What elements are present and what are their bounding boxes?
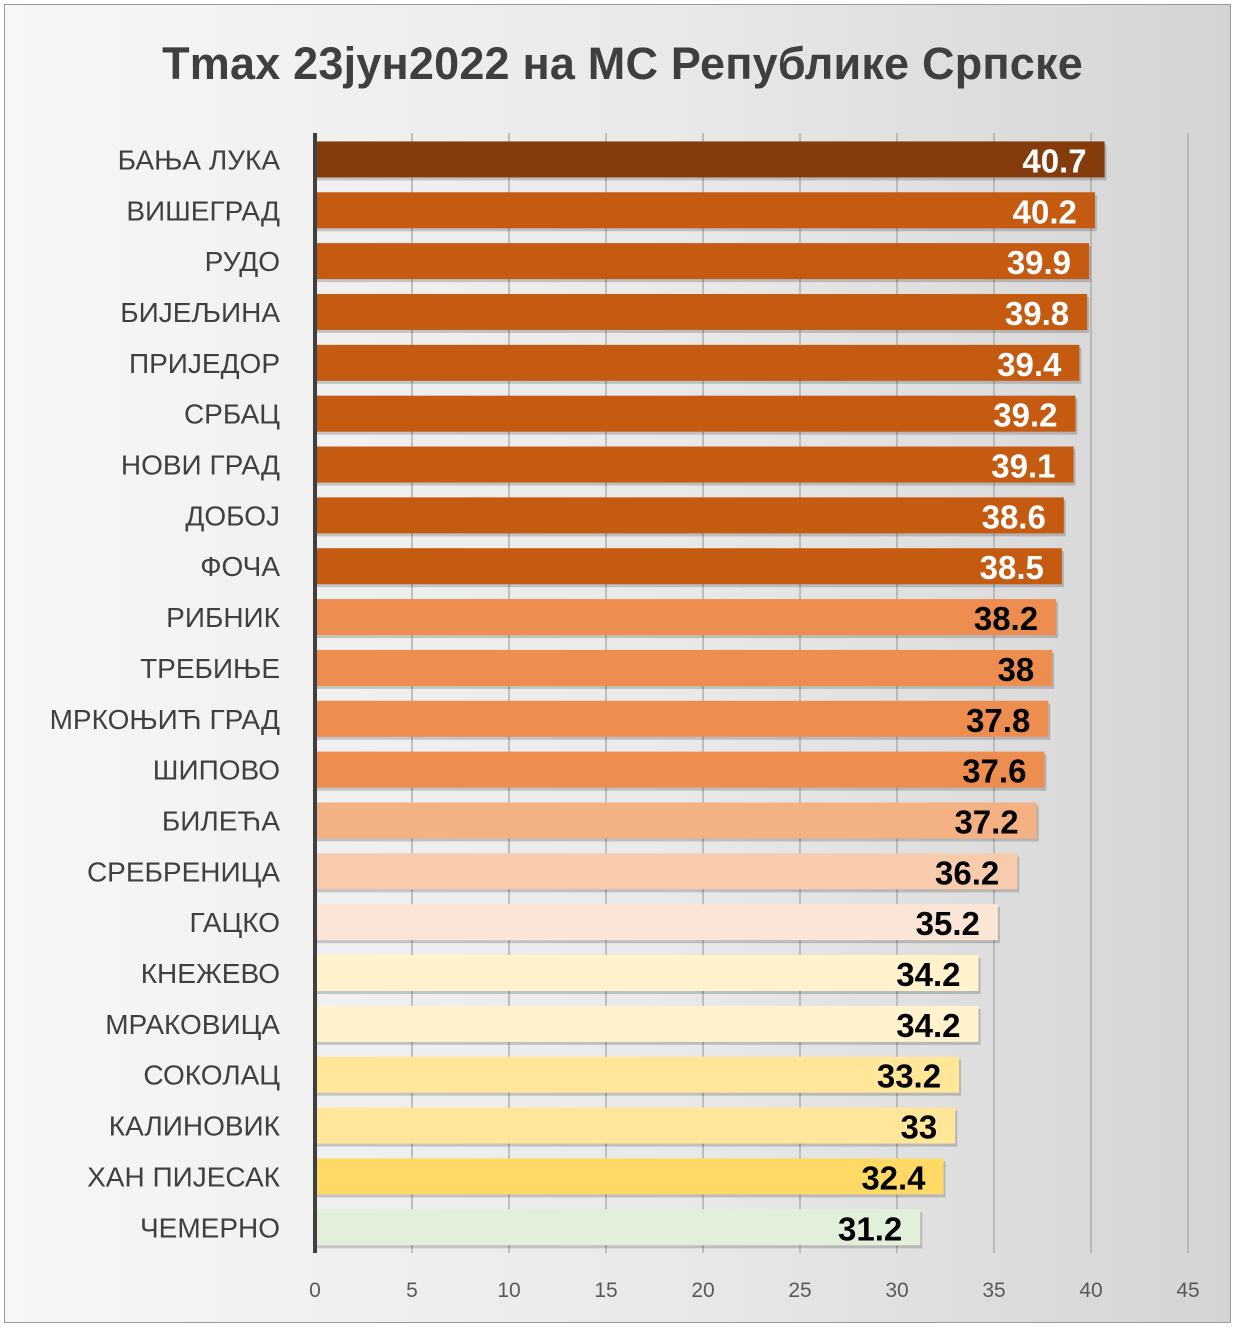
x-tick-label: 30 xyxy=(885,1279,908,1302)
data-label: 33 xyxy=(900,1109,937,1146)
x-tick-label: 35 xyxy=(982,1279,1005,1302)
category-label: ПРИЈЕДОР xyxy=(129,348,280,379)
x-tick-label: 15 xyxy=(594,1279,617,1302)
data-label: 38.5 xyxy=(980,549,1044,586)
bar xyxy=(315,446,1074,483)
data-label: 40.2 xyxy=(1013,193,1077,230)
bar xyxy=(315,1209,921,1246)
bar xyxy=(315,802,1037,839)
category-label: КАЛИНОВИК xyxy=(109,1111,281,1142)
chart-title: Tmax 23јун2022 на МС Републике Српске xyxy=(162,38,1083,89)
category-label: ФОЧА xyxy=(200,551,280,582)
category-label: РИБНИК xyxy=(166,602,281,633)
bar xyxy=(315,853,1018,890)
category-label: МРКОЊИЋ ГРАД xyxy=(50,704,280,735)
category-label: КНЕЖЕВО xyxy=(141,958,280,989)
category-label: НОВИ ГРАД xyxy=(121,450,280,481)
data-label: 37.8 xyxy=(966,702,1030,739)
category-label: МРАКОВИЦА xyxy=(105,1009,280,1040)
bar xyxy=(315,1005,979,1042)
data-label: 34.2 xyxy=(896,956,960,993)
bar xyxy=(315,243,1090,280)
x-tick-label: 45 xyxy=(1176,1279,1199,1302)
data-label: 38.2 xyxy=(974,600,1038,637)
bar xyxy=(315,141,1105,178)
bar xyxy=(315,192,1095,229)
bar xyxy=(315,700,1049,737)
data-label: 38.6 xyxy=(982,498,1046,535)
category-label: ВИШЕГРАД xyxy=(126,195,280,226)
category-label: РУДО xyxy=(205,246,280,277)
bar xyxy=(315,649,1053,686)
x-tick-label: 25 xyxy=(788,1279,811,1302)
category-label: БИЈЕЉИНА xyxy=(120,297,280,328)
category-label: ДОБОЈ xyxy=(185,500,280,531)
bar xyxy=(315,497,1064,534)
category-label: ХАН ПИЈЕСАК xyxy=(87,1161,281,1192)
bar xyxy=(315,395,1076,432)
bar xyxy=(315,344,1080,381)
data-label: 38 xyxy=(997,651,1034,688)
bar xyxy=(315,1158,944,1195)
data-label: 35.2 xyxy=(916,905,980,942)
bar xyxy=(315,955,979,992)
bar xyxy=(315,1056,960,1093)
bar xyxy=(315,293,1088,330)
data-label: 34.2 xyxy=(896,1007,960,1044)
x-tick-label: 0 xyxy=(309,1279,321,1302)
x-tick-label: 10 xyxy=(497,1279,520,1302)
data-label: 39.1 xyxy=(991,448,1055,485)
bar xyxy=(315,548,1062,585)
category-label: ГАЦКО xyxy=(190,907,280,938)
data-label: 39.8 xyxy=(1005,295,1069,332)
data-label: 32.4 xyxy=(861,1159,926,1196)
category-label: СРБАЦ xyxy=(184,399,280,430)
data-label: 39.4 xyxy=(997,346,1062,383)
category-label: СОКОЛАЦ xyxy=(143,1060,280,1091)
data-label: 37.6 xyxy=(962,753,1026,790)
category-label: СРЕБРЕНИЦА xyxy=(87,856,280,887)
data-label: 40.7 xyxy=(1022,142,1086,179)
category-label: ШИПОВО xyxy=(153,755,280,786)
data-label: 39.2 xyxy=(993,397,1057,434)
data-label: 36.2 xyxy=(935,854,999,891)
x-tick-label: 20 xyxy=(691,1279,714,1302)
category-label: ТРЕБИЊЕ xyxy=(140,653,280,684)
bar xyxy=(315,1107,956,1144)
category-label: БАЊА ЛУКА xyxy=(118,144,281,175)
data-label: 33.2 xyxy=(877,1058,941,1095)
category-label: ЧЕМЕРНО xyxy=(140,1212,280,1243)
bar xyxy=(315,751,1045,788)
x-tick-label: 5 xyxy=(406,1279,418,1302)
bar xyxy=(315,599,1057,636)
x-tick-label: 40 xyxy=(1079,1279,1102,1302)
data-label: 31.2 xyxy=(838,1210,902,1247)
data-label: 39.9 xyxy=(1007,244,1071,281)
category-label: БИЛЕЋА xyxy=(162,805,280,836)
data-label: 37.2 xyxy=(954,803,1018,840)
bar xyxy=(315,904,998,941)
